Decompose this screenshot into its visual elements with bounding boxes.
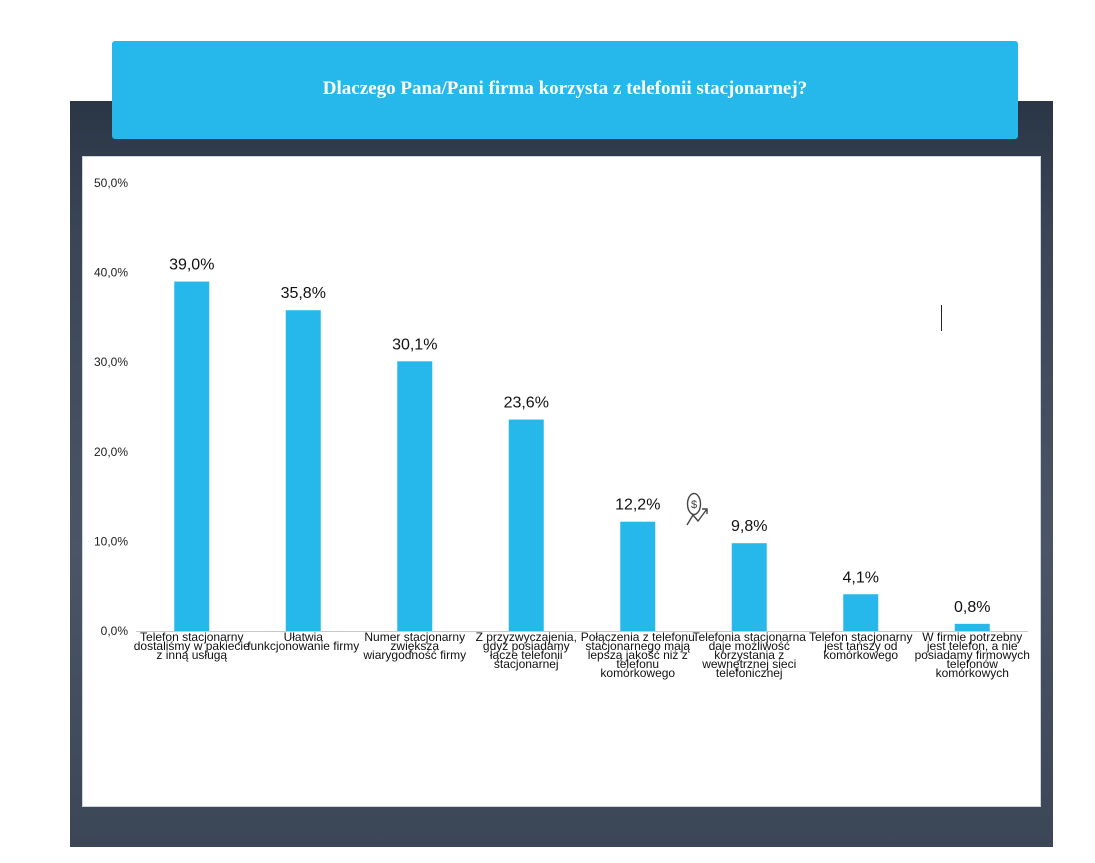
y-tick-label: 0,0% — [101, 624, 129, 638]
y-tick-label: 10,0% — [94, 534, 128, 548]
y-tick-label: 40,0% — [94, 266, 128, 280]
data-label: 4,1% — [843, 569, 879, 586]
data-label: 0,8% — [954, 599, 990, 616]
data-label: 9,8% — [731, 518, 767, 535]
y-tick-label: 50,0% — [94, 176, 128, 190]
bar — [174, 281, 210, 631]
bar — [731, 543, 767, 631]
dollar-growth-icon: $ — [686, 492, 708, 526]
title-banner: Dlaczego Pana/Pani firma korzysta z tele… — [112, 41, 1018, 139]
category-label: Połączenia z telefonu stacjonarnego mają… — [580, 630, 695, 680]
data-label: 35,8% — [281, 285, 326, 302]
bar — [620, 521, 656, 631]
svg-text:$: $ — [691, 499, 697, 511]
category-label: Z przyzwyczajenia, gdyż posiadamy łącze … — [475, 630, 577, 671]
y-tick-label: 30,0% — [94, 355, 128, 369]
category-label: Telefonia stacjonarna daje możliwość kor… — [692, 630, 806, 680]
bar-chart: 0,0% 10,0% 20,0% 30,0% 40,0% 50,0% 39,0% 35,8% 3… — [94, 176, 1028, 638]
category-label: W firmie potrzebny jest telefon, a nie p… — [914, 630, 1030, 680]
category-label: Ułatwia funkcjonowanie firmy — [247, 630, 360, 653]
bar — [843, 594, 879, 631]
data-label: 23,6% — [504, 395, 549, 412]
data-label: 30,1% — [392, 336, 437, 353]
bar — [285, 310, 321, 631]
data-label: 12,2% — [615, 497, 660, 514]
chart-card: 0,0% 10,0% 20,0% 30,0% 40,0% 50,0% 39,0% 35,8% 3… — [82, 156, 1041, 807]
category-label: Telefon stacjonarny jest tańszy od komór… — [809, 630, 913, 662]
chart-title: Dlaczego Pana/Pani firma korzysta z tele… — [322, 77, 808, 99]
category-label: Numer stacjonarny zwiększa wiarygodność … — [363, 630, 467, 662]
bar — [508, 419, 544, 631]
category-label: Telefon stacjonarny dostaliśmy w pakieci… — [133, 630, 250, 662]
text-cursor — [941, 305, 942, 331]
y-tick-label: 20,0% — [94, 445, 128, 459]
bar — [397, 361, 433, 631]
bar — [954, 623, 990, 631]
data-label: 39,0% — [169, 257, 214, 274]
